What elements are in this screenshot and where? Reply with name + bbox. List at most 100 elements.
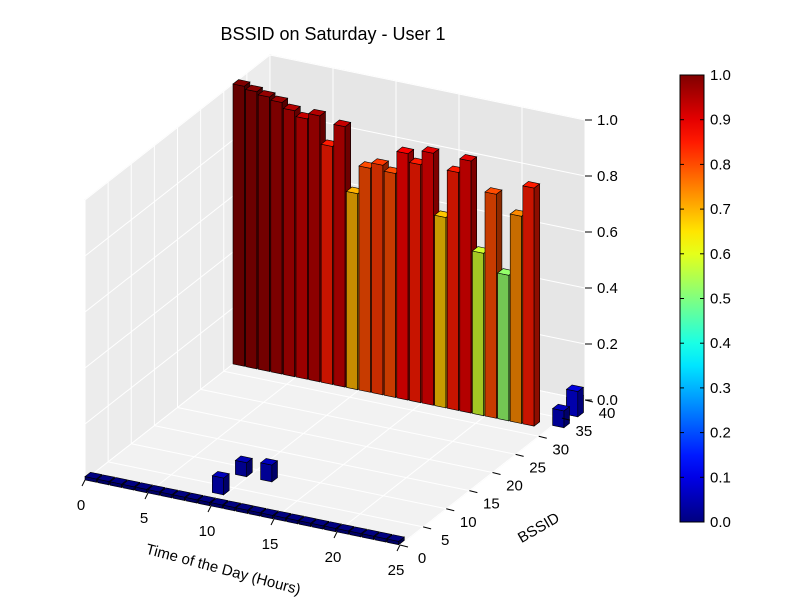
y-tick [538,435,547,439]
y-tick [446,508,455,512]
colorbar-tick-label: 0.4 [710,335,731,352]
bar-top-face [307,108,327,117]
y-tick [492,472,501,475]
x-tick-label: 0 [77,497,85,514]
y-tick-label: 25 [529,459,546,476]
bar [234,455,253,478]
chart-title: BSSID on Saturday - User 1 [220,24,445,44]
bar-top-face [235,503,254,511]
x-tick-label: 15 [262,536,279,553]
colorbar-tick-label: 0.6 [710,246,731,263]
bar [248,505,267,517]
bar-top-face [159,487,179,495]
bar-top-face [323,521,342,529]
colorbar-tick-label: 0.1 [710,469,731,486]
x-tick [144,492,149,500]
grid-line [108,461,424,528]
bar-top-face [273,510,292,519]
bar-top-face [109,477,128,485]
z-axis: 0.0 0.2 0.4 0.6 0.8 1.0 [585,112,618,409]
colorbar-tick-label: 0.2 [710,425,731,442]
bar-front-face [497,272,510,422]
bar-top-face [311,518,330,527]
bar-front-face [270,99,283,375]
z-tick-label: 0.8 [597,168,618,185]
grid-line [177,407,493,473]
z-tick-label: 0.2 [597,336,618,353]
bar-front-face [333,124,346,388]
z-tick-label: 0.4 [597,280,618,297]
bar-front-face [245,89,258,370]
bar-top-face [374,531,393,540]
colorbar-tick-label: 0.0 [710,514,731,531]
y-tick-label: 40 [599,405,616,422]
bar-front-face [459,158,472,414]
x-tick-label: 10 [199,523,216,540]
bar [211,471,230,496]
bar-top-face [185,492,204,501]
y-tick-label: 5 [441,532,449,549]
bar-top-face [459,154,478,162]
colorbar: 0.0 0.1 0.2 0.3 0.4 0.5 0.6 0.7 0.8 0.9 1.0 [679,67,731,531]
bar [96,474,116,486]
x-tick [270,518,275,526]
bar-top-face [282,103,301,112]
grid-line [131,443,447,510]
x-tick-label: 25 [388,562,405,579]
bar-top-face [298,516,317,524]
bar-front-face [371,162,384,396]
bar-front-face [232,83,245,367]
y-tick-label: 30 [552,441,569,458]
bar-top-face [257,90,276,98]
bar-front-face [295,116,308,380]
bar-top-face [421,146,440,154]
z-tick-label: 1.0 [597,112,618,129]
bar-top-face [336,523,355,532]
bar-top-face [234,455,253,464]
bar-front-face [509,213,522,424]
bar-top-face [333,119,352,128]
bar [259,458,279,483]
bar-top-face [396,146,415,155]
bar-front-face [396,151,409,401]
bar-front-face [522,185,535,427]
x-tick [207,505,212,513]
y-tick-label: 0 [418,550,426,567]
bar-top-face [210,497,229,506]
y-axis-label: BSSID [515,509,563,546]
bar-top-face [84,471,103,480]
bar-top-face [370,158,390,166]
y-tick [423,526,432,530]
bar-front-face [409,162,422,404]
colorbar-tick-label: 0.5 [710,291,731,308]
bar-front-face [320,143,333,385]
grid-line [223,370,539,437]
bar-front-face [421,150,434,406]
bar-top-face [211,471,230,479]
y-axis: 05 10 15 20 25 30 35 40 [399,399,616,567]
bar-top-face [565,384,585,392]
bar-top-face [222,500,242,508]
bar [159,487,179,499]
bar-top-face [522,181,541,189]
bar-front-face [260,462,273,483]
colorbar-tick-label: 1.0 [710,67,731,84]
colorbar-tick-label: 0.9 [710,112,731,129]
x-tick [81,479,86,487]
y-tick-label: 20 [506,478,523,495]
bar [260,508,279,520]
bar-front-face [212,475,224,496]
y-tick-label: 35 [576,423,593,440]
bar-top-face [386,534,405,542]
x-axis: 0 5 10 15 20 25 [77,479,405,579]
bar-front-face [472,250,485,417]
bar-side-face [533,183,541,427]
bar-front-face [308,113,321,383]
bar-top-face [232,79,251,87]
x-tick [396,544,401,552]
bar-front-face [383,170,396,398]
bar-top-face [197,495,216,503]
bar-top-face [134,482,153,490]
bar-top-face [96,474,116,482]
